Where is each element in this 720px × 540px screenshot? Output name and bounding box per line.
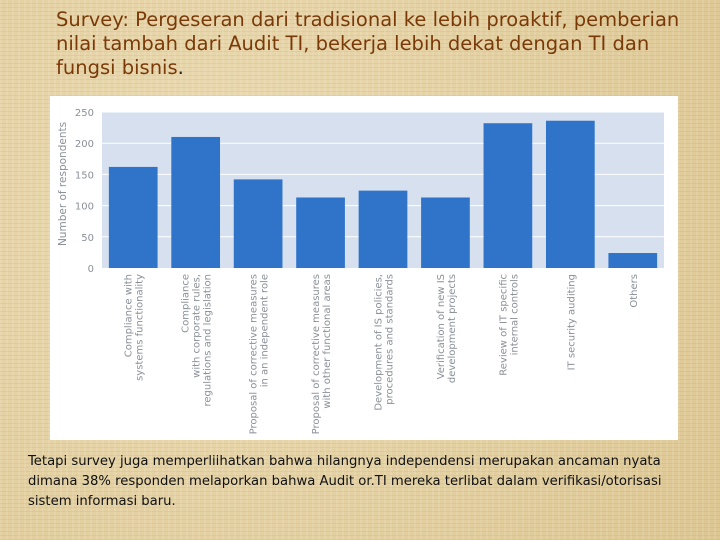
bar	[483, 123, 533, 269]
slide-body: Tetapi survey juga memperliihatkan bahwa…	[28, 452, 720, 512]
bar	[296, 197, 345, 268]
body-line-1: Tetapi survey juga memperliihatkan bahwa…	[28, 454, 661, 469]
y-axis-label: Number of respondents	[57, 122, 69, 246]
slide-title-text: Survey: Pergeseran dari tradisional ke l…	[56, 8, 680, 79]
bar	[171, 136, 221, 268]
x-tick-label: Development of IS policies,	[374, 274, 385, 411]
bar-chart: 0 50 100 150 200 250 Number of respondents Comp…	[50, 96, 678, 440]
x-tick-label: procedures and standards	[385, 274, 396, 405]
bar	[421, 197, 470, 268]
x-tick-label: Proposal of corrective measures	[311, 274, 322, 434]
x-tick-label: Compliance	[181, 274, 192, 333]
y-tick-label: 150	[75, 170, 94, 181]
x-tick-label: with other functional areas	[322, 274, 333, 409]
x-tick-label: systems functionality	[135, 274, 146, 381]
bar	[108, 166, 158, 268]
x-tick-label: IT security auditing	[566, 274, 577, 370]
bar	[358, 190, 408, 268]
x-tick-label: internal controls	[509, 274, 520, 355]
body-line-3: sistem informasi baru.	[28, 494, 176, 509]
y-tick-label: 50	[81, 233, 94, 244]
x-tick-label: Verification of new IS	[436, 274, 447, 379]
bar	[545, 120, 595, 269]
x-tick-label: with corporate rules,	[192, 274, 203, 378]
x-tick-label: in an independent role	[260, 274, 271, 387]
x-tick-label: Review of IT specific	[498, 274, 509, 376]
x-tick-label: development projects	[447, 274, 458, 383]
x-tick-label: Others	[629, 274, 640, 308]
x-tick-label: Compliance with	[124, 274, 135, 357]
x-tick-label: Proposal of corrective measures	[249, 274, 260, 434]
bar	[608, 253, 658, 268]
y-tick-label: 200	[75, 139, 94, 150]
body-line-2: dimana 38% responden melaporkan bahwa Au…	[28, 474, 662, 489]
slide-title: Survey: Pergeseran dari tradisional ke l…	[56, 8, 696, 80]
y-tick-label: 0	[88, 264, 94, 275]
y-tick-label: 250	[75, 108, 94, 119]
x-tick-label: regulations and legislation	[203, 274, 214, 407]
bar	[233, 179, 283, 268]
slide-title-period: .	[177, 56, 184, 79]
bar-chart-svg: 0 50 100 150 200 250 Number of respondents Comp…	[57, 108, 664, 434]
y-tick-label: 100	[75, 202, 94, 213]
